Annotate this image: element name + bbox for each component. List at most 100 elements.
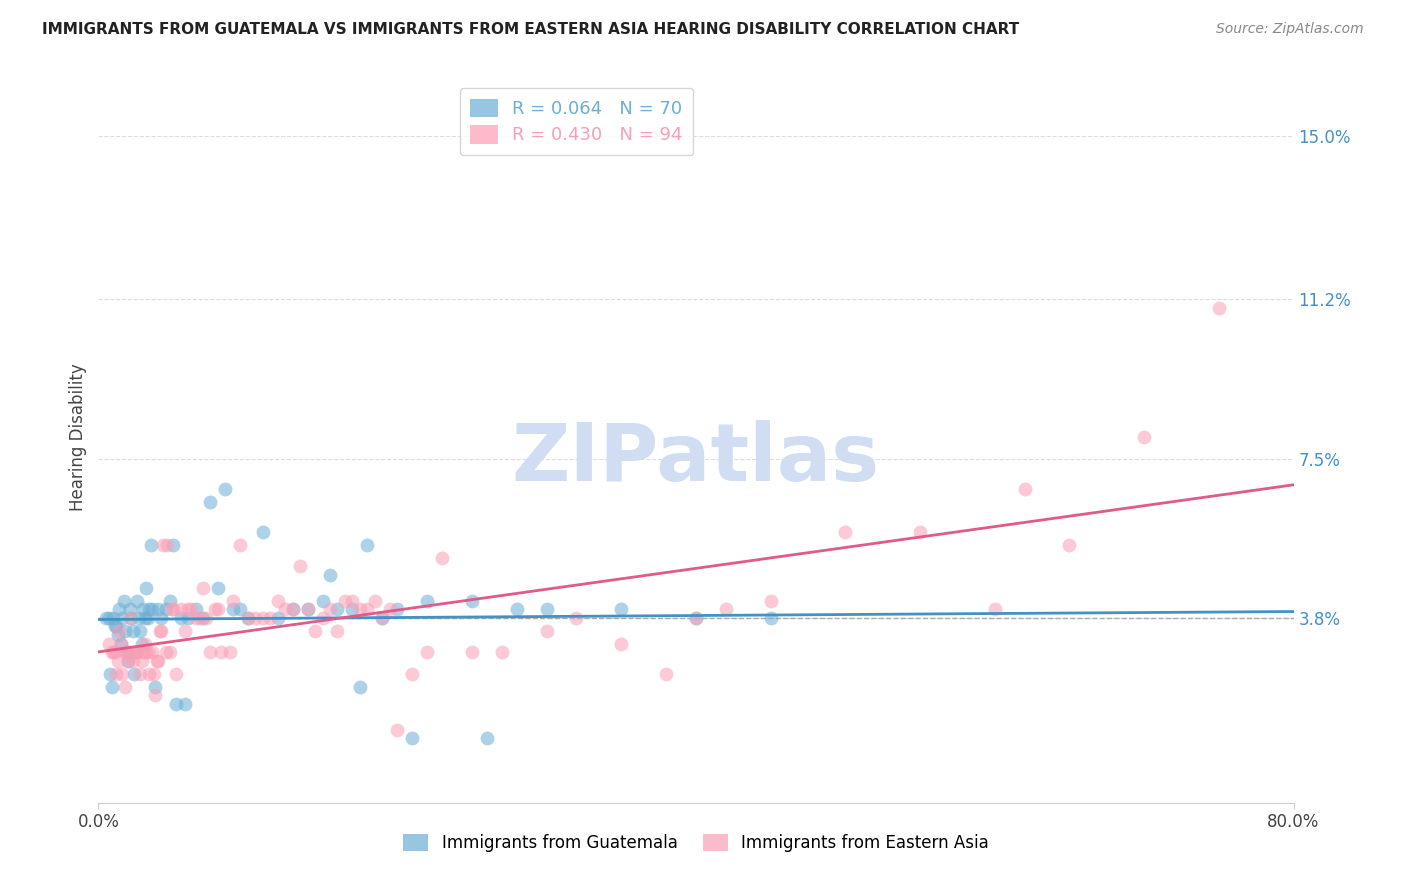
Point xyxy=(97,611,120,625)
Point xyxy=(155,602,177,616)
Point xyxy=(97,637,120,651)
Point xyxy=(159,593,181,607)
Point xyxy=(714,602,737,616)
Point xyxy=(94,611,117,625)
Point xyxy=(117,654,139,668)
Point xyxy=(236,611,259,625)
Point xyxy=(124,666,146,681)
Point xyxy=(191,581,214,595)
Point xyxy=(356,602,378,616)
Point xyxy=(136,611,159,625)
Point xyxy=(141,602,163,616)
Point xyxy=(141,645,163,659)
Point xyxy=(222,593,245,607)
Point xyxy=(180,602,202,616)
Point xyxy=(207,581,229,595)
Point xyxy=(138,602,160,616)
Point xyxy=(160,602,183,616)
Point xyxy=(385,602,409,616)
Point xyxy=(267,611,290,625)
Point xyxy=(128,611,150,625)
Point xyxy=(245,611,267,625)
Point xyxy=(145,654,167,668)
Text: ZIPatlas: ZIPatlas xyxy=(512,420,880,498)
Point xyxy=(319,567,342,582)
Point xyxy=(101,645,124,659)
Point xyxy=(125,645,148,659)
Point xyxy=(342,593,364,607)
Point xyxy=(416,593,439,607)
Point xyxy=(127,593,149,607)
Point xyxy=(1059,538,1081,552)
Point xyxy=(148,654,170,668)
Point xyxy=(107,628,129,642)
Point xyxy=(143,680,166,694)
Point xyxy=(219,645,242,659)
Point xyxy=(297,602,319,616)
Point xyxy=(104,619,127,633)
Point xyxy=(104,645,127,659)
Point xyxy=(134,637,156,651)
Point xyxy=(110,637,132,651)
Point xyxy=(364,593,387,607)
Point xyxy=(319,602,342,616)
Point xyxy=(461,593,484,607)
Point xyxy=(908,524,931,539)
Point xyxy=(169,602,191,616)
Point xyxy=(274,602,297,616)
Point xyxy=(371,611,394,625)
Point xyxy=(112,645,135,659)
Point xyxy=(132,645,155,659)
Point xyxy=(129,624,152,638)
Point xyxy=(134,611,156,625)
Point xyxy=(222,602,245,616)
Legend: Immigrants from Guatemala, Immigrants from Eastern Asia: Immigrants from Guatemala, Immigrants fr… xyxy=(395,825,997,860)
Point xyxy=(143,688,166,702)
Point xyxy=(117,654,139,668)
Point xyxy=(188,611,211,625)
Point xyxy=(111,666,134,681)
Point xyxy=(135,581,157,595)
Point xyxy=(125,645,148,659)
Point xyxy=(177,602,200,616)
Point xyxy=(685,611,707,625)
Point xyxy=(177,611,200,625)
Point xyxy=(252,611,274,625)
Point xyxy=(371,611,394,625)
Point xyxy=(162,538,184,552)
Point xyxy=(281,602,304,616)
Point xyxy=(610,637,633,651)
Point xyxy=(834,524,856,539)
Point xyxy=(132,602,155,616)
Point xyxy=(685,611,707,625)
Point xyxy=(311,611,333,625)
Point xyxy=(333,593,356,607)
Point xyxy=(506,602,529,616)
Point xyxy=(110,637,132,651)
Point xyxy=(135,645,157,659)
Point xyxy=(209,645,232,659)
Point xyxy=(152,538,174,552)
Text: IMMIGRANTS FROM GUATEMALA VS IMMIGRANTS FROM EASTERN ASIA HEARING DISABILITY COR: IMMIGRANTS FROM GUATEMALA VS IMMIGRANTS … xyxy=(42,22,1019,37)
Y-axis label: Hearing Disability: Hearing Disability xyxy=(69,363,87,511)
Point xyxy=(491,645,513,659)
Point xyxy=(207,602,229,616)
Point xyxy=(565,611,588,625)
Point xyxy=(155,645,177,659)
Point xyxy=(610,602,633,616)
Point xyxy=(1133,430,1156,444)
Point xyxy=(759,611,782,625)
Point xyxy=(536,624,558,638)
Point xyxy=(148,602,170,616)
Point xyxy=(169,611,191,625)
Point xyxy=(149,624,172,638)
Point xyxy=(131,654,153,668)
Point xyxy=(236,611,259,625)
Point xyxy=(101,680,124,694)
Point xyxy=(200,645,222,659)
Point xyxy=(191,611,214,625)
Point xyxy=(204,602,226,616)
Point xyxy=(129,666,152,681)
Point xyxy=(759,593,782,607)
Point xyxy=(342,602,364,616)
